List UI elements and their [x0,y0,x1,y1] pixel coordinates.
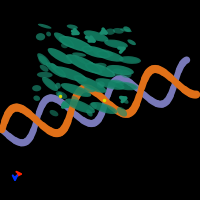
Ellipse shape [106,65,134,75]
Ellipse shape [65,99,95,113]
Ellipse shape [123,26,131,32]
Ellipse shape [62,38,90,50]
Ellipse shape [86,110,93,117]
Ellipse shape [120,70,131,78]
Ellipse shape [98,66,105,71]
Ellipse shape [87,62,93,66]
Ellipse shape [84,30,108,42]
Ellipse shape [84,47,108,57]
Ellipse shape [56,91,67,99]
Ellipse shape [81,46,111,58]
Ellipse shape [92,48,103,57]
Ellipse shape [36,33,45,40]
Ellipse shape [84,87,95,92]
Ellipse shape [72,52,86,57]
Ellipse shape [106,41,126,47]
Ellipse shape [43,78,57,90]
Ellipse shape [67,24,78,29]
Ellipse shape [85,32,107,40]
Ellipse shape [48,48,72,64]
Ellipse shape [50,110,58,116]
Ellipse shape [61,83,91,97]
Ellipse shape [85,63,115,77]
Ellipse shape [69,56,99,72]
Ellipse shape [112,80,124,85]
Ellipse shape [40,65,48,72]
Ellipse shape [38,24,52,29]
Ellipse shape [32,85,41,91]
Ellipse shape [75,56,86,64]
Ellipse shape [53,66,87,82]
Ellipse shape [95,78,125,90]
Ellipse shape [91,102,117,114]
Ellipse shape [33,96,40,101]
Ellipse shape [93,103,115,113]
Ellipse shape [42,77,58,91]
Ellipse shape [121,57,139,63]
Ellipse shape [51,63,57,70]
Ellipse shape [104,40,128,48]
Ellipse shape [47,64,65,76]
Ellipse shape [127,39,136,45]
Ellipse shape [105,29,115,35]
Ellipse shape [91,67,95,72]
Ellipse shape [46,32,51,36]
Ellipse shape [89,102,97,110]
Ellipse shape [55,34,73,46]
Ellipse shape [56,68,84,80]
Ellipse shape [117,107,127,117]
Ellipse shape [86,65,96,72]
Ellipse shape [112,68,123,76]
Ellipse shape [120,28,132,32]
Ellipse shape [108,66,132,74]
Ellipse shape [59,36,93,52]
Ellipse shape [116,83,136,89]
Ellipse shape [38,54,50,66]
Ellipse shape [61,43,68,48]
Ellipse shape [37,53,51,67]
Ellipse shape [55,83,61,89]
Ellipse shape [71,96,79,101]
Ellipse shape [108,81,122,87]
Ellipse shape [113,28,124,34]
Ellipse shape [94,63,107,68]
Ellipse shape [67,100,93,112]
Ellipse shape [119,96,129,104]
Ellipse shape [97,81,105,88]
Ellipse shape [50,49,70,63]
Ellipse shape [46,62,66,78]
Ellipse shape [63,84,89,96]
Ellipse shape [66,54,102,74]
Ellipse shape [99,49,113,56]
Ellipse shape [114,82,138,90]
Ellipse shape [76,77,104,91]
Ellipse shape [38,56,48,65]
Ellipse shape [98,52,122,60]
Ellipse shape [54,32,74,48]
Ellipse shape [96,50,124,62]
Ellipse shape [87,64,113,76]
Ellipse shape [98,80,122,88]
Ellipse shape [37,72,53,78]
Ellipse shape [119,56,141,64]
Ellipse shape [57,92,62,97]
Ellipse shape [74,75,106,93]
